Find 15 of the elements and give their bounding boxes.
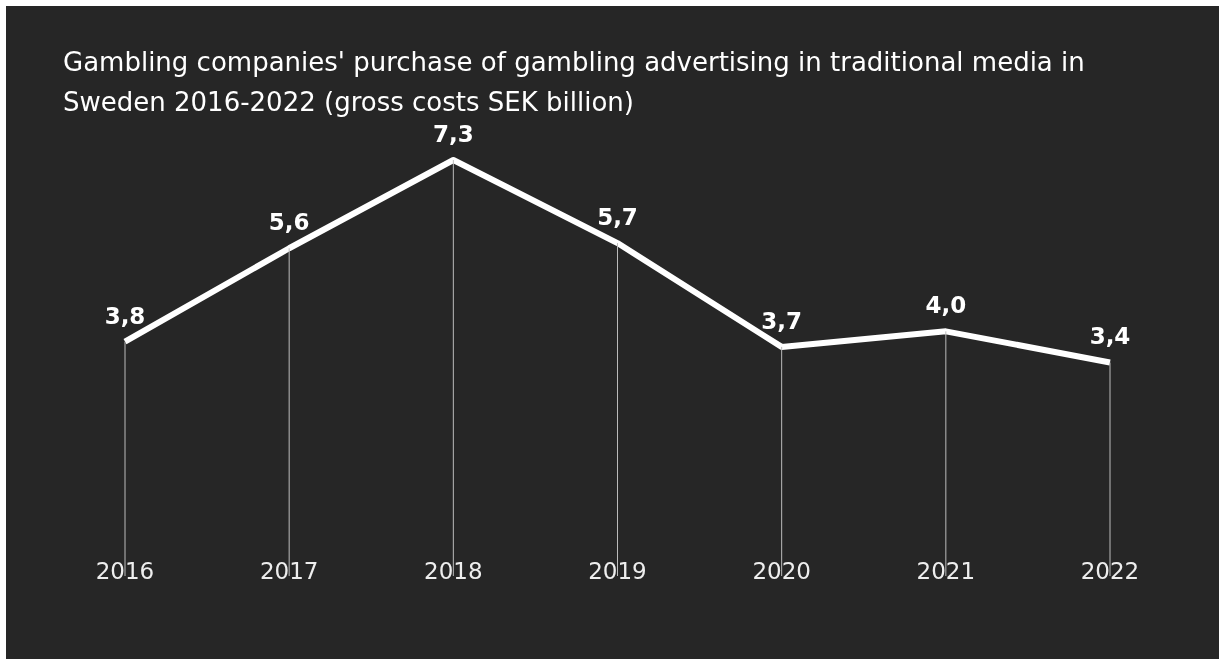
x-tick-label: 2016 xyxy=(95,558,155,585)
data-label: 3,4 xyxy=(1089,323,1131,350)
x-tick-label: 2020 xyxy=(752,558,811,585)
x-tick-label: 2018 xyxy=(424,558,483,585)
x-tick-label: 2021 xyxy=(916,558,976,585)
data-label: 5,6 xyxy=(268,209,310,236)
data-label: 7,3 xyxy=(432,121,474,147)
data-label: 4,0 xyxy=(925,292,967,319)
data-label: 5,7 xyxy=(597,204,638,231)
data-label: 3,7 xyxy=(761,307,803,334)
x-tick-label: 2017 xyxy=(259,558,319,585)
chart-title: Gambling companies' purchase of gambling advertising in traditional media in Sweden 2016-2022 (gross costs SEK billion) xyxy=(63,46,1086,119)
x-tick-label: 2022 xyxy=(1080,558,1140,585)
data-label: 3,8 xyxy=(104,302,146,329)
x-tick-label: 2019 xyxy=(588,558,647,585)
